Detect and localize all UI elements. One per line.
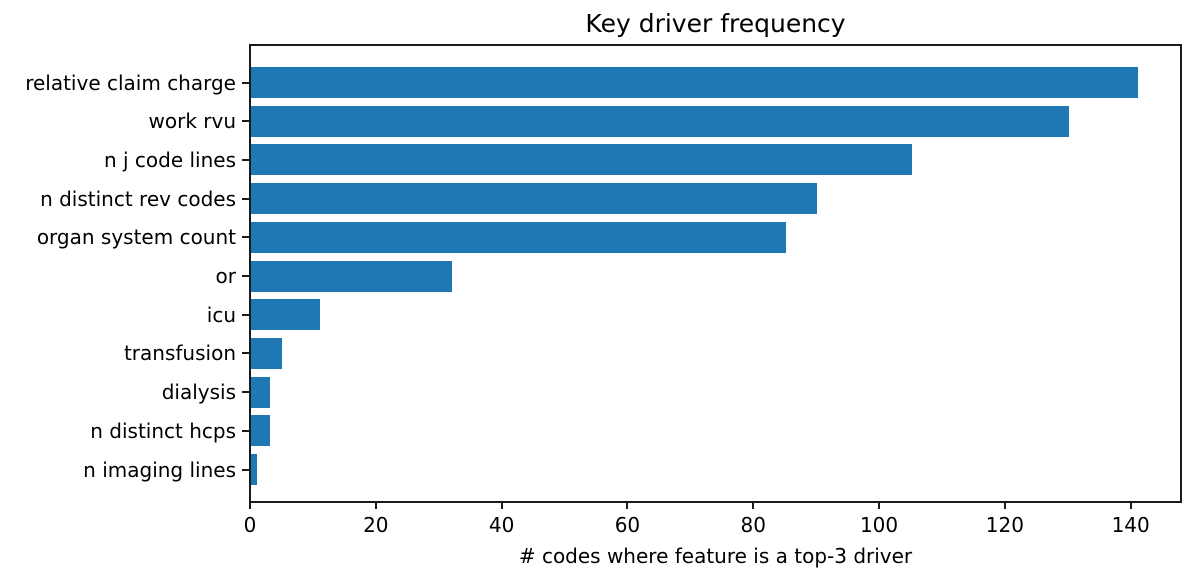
bar-n-j-code-lines — [251, 144, 912, 176]
y-tick-label-organ-system-count: organ system count — [36, 225, 236, 250]
x-tick-label-40: 40 — [488, 513, 515, 537]
x-tick-mark — [1129, 502, 1132, 509]
x-tick-label-0: 0 — [243, 513, 257, 537]
bar-icu — [251, 299, 321, 331]
x-axis-label: # codes where feature is a top-3 driver — [518, 544, 913, 568]
y-tick-label-relative-claim-charge: relative claim charge — [25, 70, 236, 95]
x-tick-label-100: 100 — [859, 513, 899, 537]
bar-dialysis — [251, 376, 270, 408]
x-tick-label-120: 120 — [985, 513, 1024, 537]
y-tick-label-n-distinct-rev-codes: n distinct rev codes — [40, 186, 236, 211]
x-tick-mark — [374, 502, 377, 509]
x-tick-mark — [752, 502, 755, 509]
y-tick-label-icu: icu — [206, 302, 236, 327]
bar-n-distinct-rev-codes — [251, 183, 818, 215]
x-tick-mark — [1003, 502, 1006, 509]
bar-n-distinct-hcps — [251, 415, 270, 447]
chart-title: Key driver frequency — [585, 9, 846, 38]
bar-n-imaging-lines — [251, 454, 258, 485]
y-tick-label-dialysis: dialysis — [161, 380, 236, 405]
x-tick-mark — [878, 502, 881, 509]
y-tick-label-or: or — [215, 264, 236, 288]
y-tick-mark — [242, 120, 249, 123]
y-tick-mark — [242, 197, 249, 200]
y-tick-mark — [242, 391, 249, 394]
x-tick-mark — [500, 502, 503, 509]
x-tick-label-140: 140 — [1111, 513, 1150, 537]
y-tick-mark — [242, 81, 249, 84]
x-tick-label-80: 80 — [740, 513, 766, 537]
plot-frame — [249, 44, 1182, 503]
x-tick-label-60: 60 — [614, 513, 641, 537]
bar-transfusion — [251, 337, 283, 369]
x-tick-mark — [249, 502, 251, 509]
y-tick-label-n-j-code-lines: n j code lines — [103, 147, 236, 172]
y-tick-label-n-imaging-lines: n imaging lines — [83, 457, 236, 482]
y-tick-mark — [242, 275, 249, 277]
bar-or — [251, 260, 453, 292]
x-tick-label-20: 20 — [363, 513, 389, 537]
y-tick-label-n-distinct-hcps: n distinct hcps — [90, 418, 236, 443]
bar-organ-system-count — [251, 221, 786, 253]
bar-work-rvu — [251, 105, 1069, 137]
y-tick-mark — [242, 468, 249, 471]
y-tick-mark — [242, 236, 249, 239]
x-tick-mark — [626, 502, 629, 509]
y-tick-label-transfusion: transfusion — [123, 341, 236, 366]
y-tick-label-work-rvu: work rvu — [148, 109, 237, 134]
y-tick-mark — [242, 313, 249, 316]
plot-area — [250, 45, 1180, 501]
y-tick-mark — [242, 352, 249, 355]
y-tick-mark — [242, 158, 249, 161]
y-tick-mark — [242, 429, 249, 432]
bar-relative-claim-charge — [251, 67, 1138, 98]
